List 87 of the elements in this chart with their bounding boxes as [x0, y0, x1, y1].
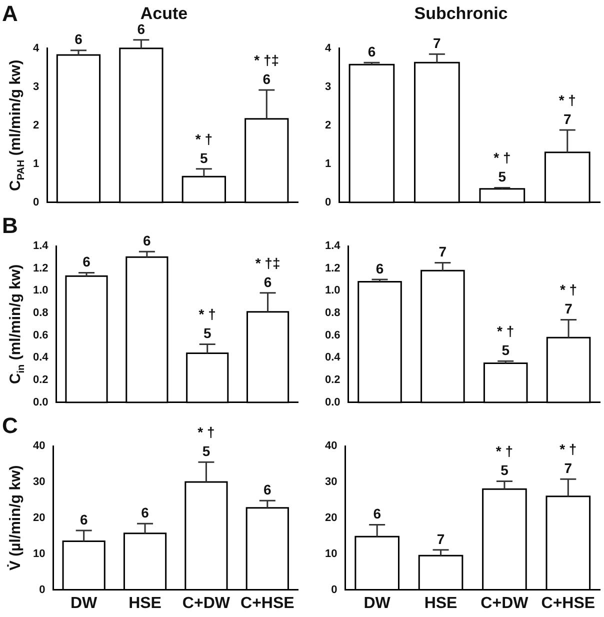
annotation: * † — [560, 282, 578, 298]
y-tick-label: 40 — [32, 440, 46, 452]
y-tick-label: 1.0 — [32, 284, 48, 297]
y-tick-label: 1 — [32, 158, 40, 170]
chart-title: Acute — [140, 4, 188, 23]
annotation: 7 — [436, 530, 445, 547]
annotation: 7 — [433, 35, 442, 52]
y-tick-label: 2 — [324, 119, 332, 132]
chart-title: Subchronic — [414, 4, 508, 23]
y-axis-title: V̇ (µl/min/g kw) — [7, 465, 24, 571]
y-tick-label: 4 — [324, 42, 332, 54]
annotation: 7 — [563, 110, 572, 127]
y-tick-label: 0.6 — [32, 329, 48, 342]
text: C — [2, 413, 18, 438]
y-tick-label: 0.0 — [324, 396, 340, 408]
annotation: 5 — [200, 150, 208, 166]
x-tick-label: DW — [364, 594, 392, 612]
annotation: * † — [497, 322, 514, 339]
y-tick-label: 0 — [32, 196, 40, 208]
y-tick-label: 1.4 — [32, 240, 50, 252]
y-tick-label: 0.2 — [32, 374, 48, 386]
y-tick-label: 40 — [324, 440, 338, 452]
text: B — [2, 213, 18, 238]
annotation: 7 — [564, 460, 572, 476]
annotation: 5 — [498, 168, 506, 185]
annotation: 6 — [376, 260, 384, 276]
annotation: 5 — [202, 443, 210, 460]
y-tick-label: 20 — [32, 512, 46, 524]
y-tick-label: 3 — [32, 80, 40, 93]
y-axis-title: CPAH (ml/min/g kw) — [7, 60, 27, 192]
annotation: 7 — [564, 300, 573, 317]
annotation: * † — [558, 92, 576, 108]
y-tick-label: 0.4 — [324, 352, 342, 364]
x-tick-label: C+DW — [480, 594, 530, 612]
y-tick-label: 0.0 — [32, 396, 48, 408]
x-tick-label: HSE — [128, 594, 162, 612]
y-tick-label: 30 — [324, 476, 338, 488]
y-tick-label: 10 — [32, 548, 46, 560]
annotation: * † — [198, 424, 215, 440]
y-tick-label: 1.2 — [324, 262, 340, 274]
annotation: 7 — [438, 244, 447, 260]
annotation: 6 — [264, 482, 272, 498]
y-tick-label: 1.4 — [324, 240, 342, 252]
annotation: 5 — [500, 462, 509, 478]
annotation: 6 — [143, 232, 152, 248]
y-tick-label: 0 — [39, 584, 46, 596]
y-tick-label: 0 — [324, 196, 332, 208]
annotation: 6 — [262, 70, 271, 87]
y-tick-label: 20 — [324, 512, 338, 524]
x-tick-label: HSE — [424, 594, 458, 612]
annotation: 6 — [368, 44, 376, 60]
annotation: 6 — [373, 506, 382, 522]
annotation: * † — [198, 306, 216, 322]
annotation: * †‡ — [255, 254, 280, 271]
y-tick-label: 2 — [32, 119, 40, 132]
annotation: 6 — [74, 31, 83, 48]
annotation: * †‡ — [254, 52, 280, 68]
y-tick-label: 3 — [324, 80, 332, 93]
y-tick-label: 0 — [331, 584, 338, 596]
annotation: * † — [496, 443, 514, 460]
y-tick-label: 0.8 — [324, 307, 340, 320]
annotation: 6 — [141, 504, 150, 521]
y-tick-label: 0.6 — [324, 329, 340, 342]
annotation: 6 — [137, 20, 146, 37]
y-tick-label: 1 — [324, 158, 332, 170]
y-tick-label: 10 — [324, 548, 338, 560]
text: A — [2, 1, 18, 26]
annotation: 6 — [80, 511, 88, 528]
y-tick-label: 1.0 — [324, 284, 340, 297]
annotation: 5 — [203, 325, 212, 342]
annotation: * † — [494, 150, 511, 166]
annotation: 6 — [82, 254, 91, 270]
annotation: * † — [195, 130, 212, 147]
x-tick-label: DW — [70, 594, 98, 612]
x-tick-label: C+HSE — [541, 594, 596, 612]
y-axis-title: Cin (ml/min/g kw) — [7, 264, 27, 384]
y-tick-label: 4 — [32, 42, 40, 54]
annotation: * † — [560, 440, 577, 457]
y-tick-label: 30 — [32, 476, 46, 488]
y-tick-label: 0.2 — [324, 374, 340, 386]
annotation: 6 — [264, 274, 272, 290]
y-tick-label: 1.2 — [32, 262, 48, 274]
x-tick-label: C+DW — [182, 594, 231, 612]
y-tick-label: 0.4 — [32, 352, 50, 364]
y-tick-label: 0.8 — [32, 307, 48, 320]
annotation: 5 — [502, 342, 510, 358]
x-tick-label: C+HSE — [240, 594, 295, 612]
